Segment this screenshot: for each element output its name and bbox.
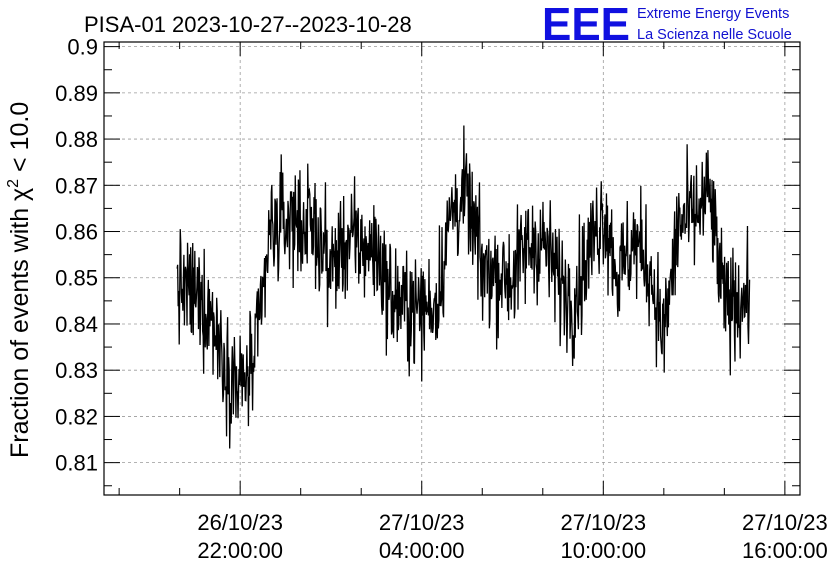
x-tick-label-date: 26/10/23	[197, 510, 283, 535]
x-tick-label-time: 16:00:00	[742, 538, 828, 563]
y-tick-label: 0.85	[55, 266, 98, 291]
y-axis: 0.81 0.82 0.83 0.84 0.85 0.86 0.87 0.88 0.89 0.9	[55, 35, 800, 487]
series-group	[176, 125, 751, 449]
plot-frame	[103, 41, 801, 496]
y-axis-label: Fraction of events with χ2 < 10.0	[5, 102, 34, 458]
y-tick-label: 0.82	[55, 404, 98, 429]
y-tick-label: 0.86	[55, 220, 98, 245]
logo-line-1: Extreme Energy Events	[637, 6, 789, 22]
x-tick-label-date: 27/10/23	[560, 510, 646, 535]
y-tick-label: 0.81	[55, 451, 98, 476]
logo-line-2: La Scienza nelle Scuole	[637, 27, 792, 43]
y-tick-label: 0.83	[55, 358, 98, 383]
x-tick-label-date: 27/10/23	[742, 510, 828, 535]
grid	[104, 42, 800, 495]
y-axis-label-main: Fraction of events with χ	[6, 188, 34, 458]
x-tick-label-time: 04:00:00	[379, 538, 465, 563]
x-tick-label-time: 22:00:00	[197, 538, 283, 563]
x-tick-label-date: 27/10/23	[379, 510, 465, 535]
y-tick-label: 0.84	[55, 312, 98, 337]
y-tick-label: 0.89	[55, 81, 98, 106]
y-axis-label-sup: 2	[5, 179, 22, 188]
y-tick-label: 0.9	[67, 35, 98, 60]
x-axis: 26/10/23 22:00:00 27/10/23 04:00:00 27/10/23…	[118, 42, 828, 563]
y-axis-label-tail: < 10.0	[6, 102, 34, 179]
eee-logo: EEE Extreme Energy Events La Scienza nel…	[542, 0, 792, 50]
x-tick-label-time: 10:00:00	[560, 538, 646, 563]
series-line	[176, 125, 751, 449]
y-tick-label: 0.88	[55, 127, 98, 152]
y-tick-label: 0.87	[55, 173, 98, 198]
chart-title: PISA-01 2023-10-27--2023-10-28	[84, 12, 412, 37]
